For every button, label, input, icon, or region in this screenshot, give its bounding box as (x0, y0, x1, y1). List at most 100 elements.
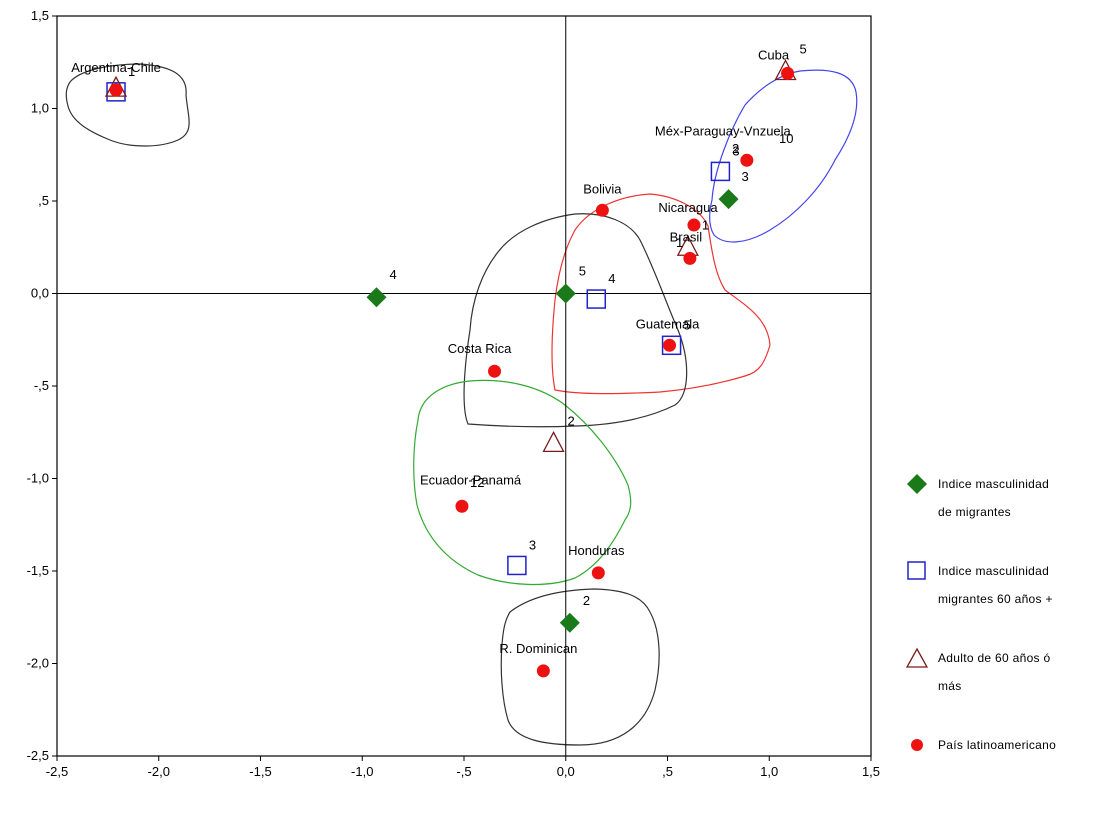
square-point (507, 555, 527, 576)
legend-line: Indice masculinidad (938, 564, 1050, 578)
legend-label: Adulto de 60 años ó más (938, 644, 1118, 700)
y-tick-label: -,5 (34, 378, 49, 393)
circle-point (591, 566, 605, 580)
annotation-12: 12 (470, 475, 484, 490)
legend-line: de migrantes (938, 505, 1011, 519)
cluster-outline-r-dominican (500, 588, 660, 746)
point-label: 4 (389, 267, 396, 282)
legend-item-diamond: Indice masculinidad de migrantes (898, 470, 1120, 557)
point-label: 3 (732, 143, 739, 158)
point-label: Cuba (758, 47, 790, 62)
point-label: Nicaragua (658, 200, 718, 215)
y-tick-label: 1,5 (31, 8, 49, 23)
y-tick-label: -1,0 (27, 471, 49, 486)
square-point (661, 335, 682, 356)
cluster-outline-mexico-cuba (709, 69, 858, 243)
x-axis-ticks: -2,5 -2,0 -1,5 -1,0 -,5 0,0 ,5 1,0 1,5 (46, 756, 880, 779)
legend-line: más (938, 679, 962, 693)
cluster-outline-costa-rica-guatemala (463, 213, 688, 428)
point-label: Guatemala (636, 316, 700, 331)
point-label: Brasil (670, 229, 703, 244)
point-label: 5 (684, 317, 691, 332)
point-label: Méx-Paraguay-Vnzuela (655, 123, 792, 138)
annotation-2: 2 (732, 141, 739, 156)
point-label: R. Dominican (499, 641, 577, 656)
circle-point (687, 218, 701, 232)
circle-point (781, 66, 795, 80)
circle-point (455, 499, 469, 513)
x-tick-label: -1,5 (249, 764, 271, 779)
cluster-outline-ecuador-panama (413, 379, 632, 586)
point-label: 4 (608, 271, 615, 286)
cluster-outline-argentina-chile (65, 63, 190, 147)
y-tick-label: -2,5 (27, 748, 49, 763)
circle-point (683, 251, 697, 265)
square-point (586, 289, 607, 309)
point-label: 5 (800, 42, 807, 57)
triangle-point (542, 430, 565, 453)
annotation-10: 10 (779, 131, 793, 146)
point-label: Costa Rica (448, 341, 512, 356)
legend-line: País latinoamericano (938, 738, 1057, 752)
legend-line: Adulto de 60 años ó (938, 651, 1051, 665)
point-label: 3 (529, 537, 536, 552)
legend-label: Indice masculinidad migrantes 60 años + (938, 557, 1118, 613)
x-tick-label: 1,0 (760, 764, 778, 779)
legend-item-triangle: Adulto de 60 años ó más (898, 644, 1120, 731)
point-label: 1 (702, 217, 709, 232)
point-label: 3 (742, 169, 749, 184)
legend-item-square: Indice masculinidad migrantes 60 años + (898, 557, 1120, 644)
x-tick-label: -,5 (456, 764, 471, 779)
extra-annotations: 1 2 10 12 (470, 131, 793, 490)
y-tick-label: 1,0 (31, 101, 49, 116)
point-label: Argentina-Chile (71, 60, 161, 75)
circle-point (488, 364, 502, 378)
diamond-icon (907, 474, 927, 494)
square-point (106, 82, 126, 102)
legend-label: Indice masculinidad de migrantes (938, 470, 1118, 526)
triangle-icon (906, 647, 928, 668)
circle-point (109, 83, 123, 97)
x-tick-label: -2,0 (148, 764, 170, 779)
scatter-chart: -2,5 -2,0 -1,5 -1,0 -,5 0,0 ,5 1,0 1,5 1,5 1,0 ,5 0… (27, 8, 880, 779)
point-label: Bolivia (583, 181, 622, 196)
circle-point (595, 203, 609, 217)
x-tick-label: ,5 (662, 764, 673, 779)
x-tick-label: 1,5 (862, 764, 880, 779)
point-label: 2 (583, 593, 590, 608)
data-points (104, 59, 797, 678)
y-tick-label: 0,0 (31, 286, 49, 301)
point-label: 2 (568, 413, 575, 428)
diamond-point (366, 287, 387, 308)
legend-item-circle: País latinoamericano (898, 731, 1120, 818)
legend-label: País latinoamericano (938, 731, 1118, 759)
y-tick-label: -2,0 (27, 656, 49, 671)
point-label: 1 (128, 64, 135, 79)
diamond-point (559, 612, 580, 633)
square-point (710, 161, 731, 182)
circle-point (740, 153, 754, 167)
y-axis-ticks: 1,5 1,0 ,5 0,0 -,5 -1,0 -1,5 -2,0 -2,5 (27, 8, 57, 763)
diamond-point (718, 189, 739, 210)
annotation-1: 1 (676, 235, 683, 250)
x-tick-label: -1,0 (351, 764, 373, 779)
cluster-outlines (65, 63, 858, 746)
point-labels: 4 53214353512Argentina-ChileCubaMéx-Parag… (71, 42, 807, 656)
reference-lines (57, 16, 871, 756)
y-tick-label: ,5 (38, 193, 49, 208)
y-tick-label: -1,5 (27, 563, 49, 578)
chart-legend: Indice masculinidad de migrantes Indice … (898, 470, 1120, 818)
circle-icon (911, 739, 923, 751)
cluster-outline-bolivia-guatemala (551, 193, 771, 395)
x-tick-label: 0,0 (557, 764, 575, 779)
point-label: Honduras (568, 543, 625, 558)
point-label: 5 (579, 264, 586, 279)
point-label: Ecuador-Panamá (420, 472, 522, 487)
legend-line: Indice masculinidad (938, 477, 1050, 491)
diamond-point (555, 283, 576, 304)
legend-line: migrantes 60 años + (938, 592, 1053, 606)
circle-point (536, 664, 550, 678)
square-icon (907, 561, 926, 580)
x-tick-label: -2,5 (46, 764, 68, 779)
circle-point (663, 338, 677, 352)
